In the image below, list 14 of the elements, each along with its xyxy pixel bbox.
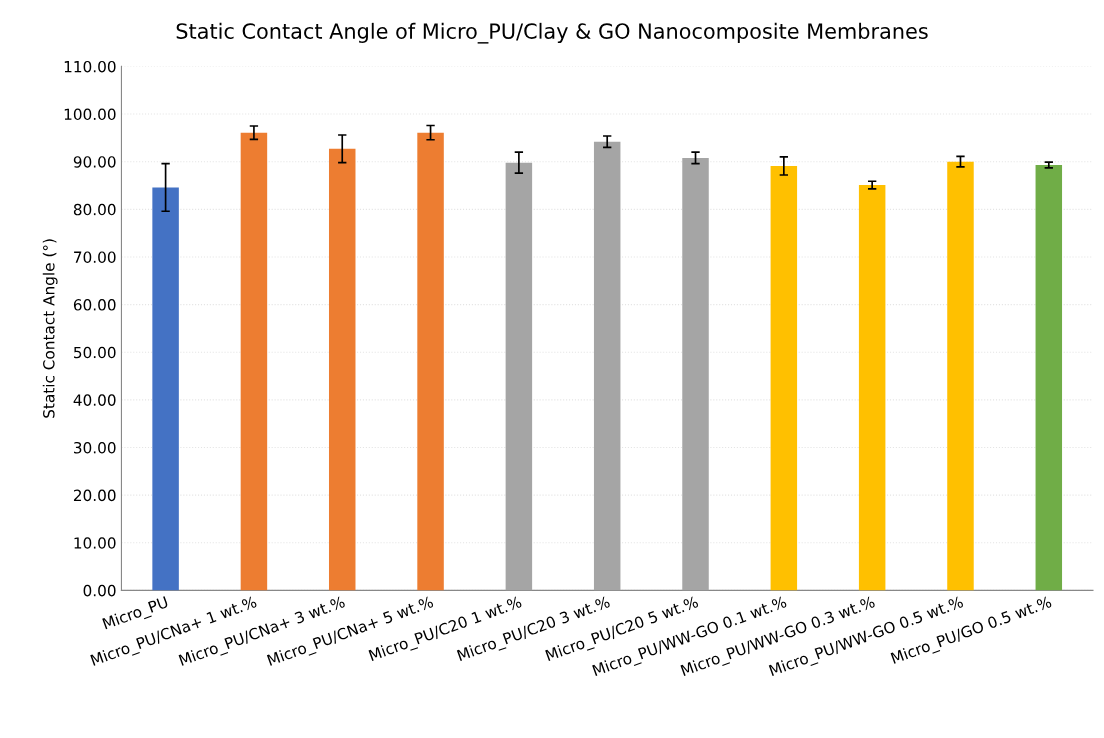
y-tick-label: 40.00: [73, 394, 116, 406]
y-tick-label: 90.00: [73, 156, 116, 168]
chart-title: Static Contact Angle of Micro_PU/Clay & GO Nanocomposite Membranes: [176, 22, 928, 44]
y-tick-label: 60.00: [73, 299, 116, 311]
y-tick-label: 10.00: [74, 537, 116, 549]
y-tick-label: 100.00: [64, 108, 116, 121]
y-axis-title: Static Contact Angle (°): [42, 239, 58, 418]
y-tick-label: 50.00: [74, 346, 116, 359]
y-tick-label: 0.00: [83, 584, 116, 597]
y-tick-label: 110.00: [64, 60, 116, 73]
y-tick-label: 30.00: [74, 441, 116, 454]
y-tick-label: 80.00: [73, 203, 116, 216]
y-tick-label: 20.00: [73, 489, 116, 502]
y-tick-label: 70.00: [74, 251, 116, 263]
